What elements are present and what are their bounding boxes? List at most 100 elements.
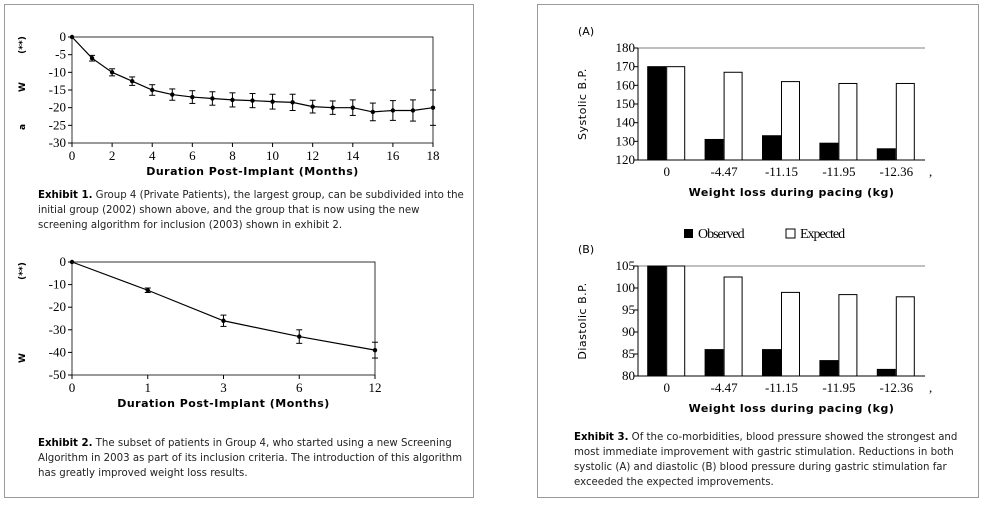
y-axis-label: Diastolic B.P. xyxy=(576,282,589,359)
y-tick-label: 180 xyxy=(616,40,636,55)
x-axis-label: Weight loss during pacing (kg) xyxy=(689,186,895,199)
x-tick-label: -11.95 xyxy=(822,164,855,179)
y-tick-label: -50 xyxy=(49,367,66,382)
y-tick-label: -10 xyxy=(49,277,66,292)
right-panel: (A) 180 170 160 150 140 130 120 0 -4.47 -11.15 -11.… xyxy=(537,4,979,498)
exhibit-3-label: Exhibit 3. xyxy=(574,432,629,443)
y-axis-mark: W xyxy=(18,82,28,92)
y-tick-label: 0 xyxy=(60,254,67,269)
panel-label: (A) xyxy=(578,25,594,38)
panel-label: (B) xyxy=(578,243,594,256)
data-point xyxy=(297,334,302,339)
y-axis-mark: (**) xyxy=(18,36,28,54)
y-tick-label: -20 xyxy=(49,100,66,115)
data-point xyxy=(370,109,376,115)
exhibit-3b-chart: (B) 105 100 95 90 85 80 0 -4.47 -11.15 -11.95 -12.3… xyxy=(576,243,932,415)
data-point xyxy=(150,87,155,93)
data-point xyxy=(170,92,175,97)
y-tick-label: 100 xyxy=(616,280,636,295)
data-point xyxy=(109,70,115,75)
data-point xyxy=(290,100,295,105)
legend: Observed Expected xyxy=(684,227,846,242)
y-axis-mark: a xyxy=(18,124,28,130)
y-axis-label: Systolic B.P. xyxy=(576,68,589,140)
bar-observed xyxy=(647,265,667,377)
bar-observed xyxy=(704,349,724,377)
y-tick-label: -20 xyxy=(49,299,66,314)
x-tick-label: 6 xyxy=(296,380,303,395)
data-point xyxy=(372,347,378,353)
bar-observed xyxy=(762,135,781,161)
exhibit-3a-chart: (A) 180 170 160 150 140 130 120 0 -4.47 -11.15 -11.… xyxy=(576,25,932,199)
x-tick-label: -4.47 xyxy=(711,164,739,179)
bar-expected xyxy=(723,276,743,377)
y-tick-label: 140 xyxy=(616,115,636,130)
exhibit-2-text: The subset of patients in Group 4, who s… xyxy=(38,438,463,479)
data-point xyxy=(69,259,75,265)
bar-expected xyxy=(838,294,858,377)
x-tick-label: 12 xyxy=(306,148,319,163)
x-tick-label: 4 xyxy=(149,148,156,163)
bar-expected xyxy=(895,82,915,161)
x-axis-label: Duration Post-Implant (Months) xyxy=(117,397,330,410)
y-tick-label: -10 xyxy=(49,64,66,79)
exhibit-2-label: Exhibit 2. xyxy=(38,438,93,449)
x-tick-label: 6 xyxy=(189,148,196,163)
data-point xyxy=(270,99,275,104)
x-tick-label: -11.15 xyxy=(765,380,798,395)
bar-observed xyxy=(819,360,839,377)
y-axis-mark: W xyxy=(18,353,28,363)
legend-expected-label: Expected xyxy=(800,227,845,242)
y-tick-label: -30 xyxy=(49,322,66,337)
x-tick-label: 16 xyxy=(386,148,400,163)
y-tick-label: 120 xyxy=(616,152,636,167)
bar-expected xyxy=(666,265,686,377)
y-tick-label: 170 xyxy=(616,59,636,74)
x-tick-label: 18 xyxy=(427,148,440,163)
bar-observed xyxy=(762,349,781,377)
y-tick-label: 90 xyxy=(622,324,635,339)
x-tick-trail: , xyxy=(929,380,932,395)
exhibit-2-caption: Exhibit 2. The subset of patients in Gro… xyxy=(38,436,468,481)
data-point xyxy=(145,288,150,293)
data-point xyxy=(410,108,416,113)
y-tick-label: 0 xyxy=(60,29,67,44)
bar-observed xyxy=(647,66,667,161)
x-tick-label: -11.95 xyxy=(822,380,855,395)
legend-expected-swatch xyxy=(785,228,796,239)
x-tick-label: 12 xyxy=(369,380,382,395)
bar-observed xyxy=(876,368,896,377)
y-tick-label: -25 xyxy=(49,117,66,132)
bar-observed xyxy=(704,138,724,161)
exhibit-1-text: Group 4 (Private Patients), the largest … xyxy=(38,190,464,231)
y-tick-label: 160 xyxy=(616,77,636,92)
bar-observed xyxy=(819,142,839,161)
y-tick-label: 150 xyxy=(616,96,636,111)
legend-observed-label: Observed xyxy=(698,227,745,242)
data-point xyxy=(210,96,215,101)
x-tick-label: -11.15 xyxy=(765,164,798,179)
bar-expected xyxy=(781,291,800,377)
x-tick-label: 3 xyxy=(220,380,227,395)
legend-observed-swatch xyxy=(684,229,693,238)
x-tick-label: 0 xyxy=(69,380,76,395)
data-point xyxy=(250,98,255,103)
data-point xyxy=(390,108,396,113)
bar-expected xyxy=(723,71,743,161)
x-tick-label: 0 xyxy=(663,380,670,395)
bar-expected xyxy=(895,296,915,377)
y-tick-label: 85 xyxy=(622,346,635,361)
data-point xyxy=(350,105,355,110)
y-tick-label: 130 xyxy=(616,133,636,148)
data-point xyxy=(69,34,75,40)
x-tick-label: 2 xyxy=(109,148,116,163)
y-axis-mark: (**) xyxy=(18,262,28,280)
left-panel: 0 -5 -10 -15 -20 -25 -30 0 2 4 6 8 10 12 14 16 18 Duratio… xyxy=(4,4,474,498)
bar-expected xyxy=(666,66,686,161)
y-tick-label: -40 xyxy=(49,344,66,359)
bar-expected xyxy=(781,81,800,161)
data-point xyxy=(330,105,335,110)
data-point xyxy=(221,318,226,323)
y-tick-label: -15 xyxy=(49,82,66,97)
y-tick-label: 105 xyxy=(616,258,636,273)
